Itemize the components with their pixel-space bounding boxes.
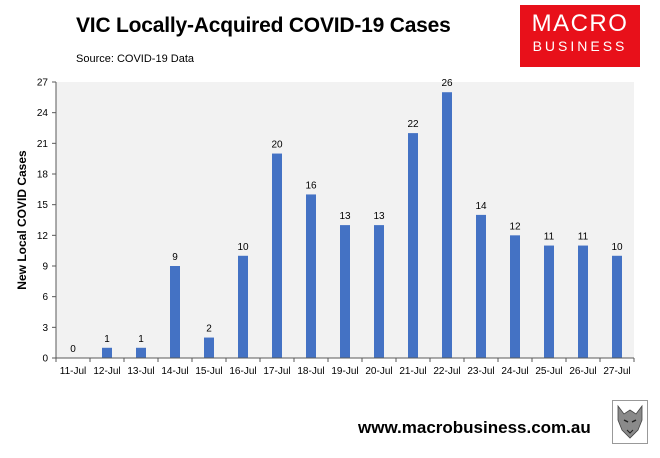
x-tick-label: 25-Jul: [535, 366, 562, 377]
bar: [374, 225, 384, 358]
data-label: 26: [441, 78, 453, 89]
bar: [442, 92, 452, 358]
data-label: 9: [172, 252, 178, 263]
x-tick-label: 20-Jul: [365, 366, 392, 377]
bar: [544, 245, 554, 358]
data-label: 12: [509, 221, 521, 232]
bar: [408, 133, 418, 358]
bar: [510, 235, 520, 358]
y-tick-label: 0: [42, 354, 48, 365]
data-label: 1: [138, 334, 144, 345]
bar: [340, 225, 350, 358]
x-tick-label: 15-Jul: [195, 366, 222, 377]
x-tick-label: 18-Jul: [297, 366, 324, 377]
bar: [136, 347, 146, 358]
data-label: 1: [104, 334, 110, 345]
data-label: 0: [70, 344, 76, 355]
data-label: 13: [373, 211, 385, 222]
data-label: 20: [271, 140, 283, 151]
y-tick-label: 6: [42, 292, 48, 303]
y-tick-label: 24: [37, 108, 49, 119]
x-tick-label: 16-Jul: [229, 366, 256, 377]
bar: [238, 255, 248, 358]
x-tick-label: 19-Jul: [331, 366, 358, 377]
y-tick-label: 21: [37, 139, 49, 150]
data-label: 16: [305, 180, 317, 191]
bar: [612, 255, 622, 358]
bar: [476, 214, 486, 358]
x-tick-label: 12-Jul: [93, 366, 120, 377]
data-label: 14: [475, 201, 487, 212]
source-note: Source: COVID-19 Data: [76, 53, 194, 65]
y-tick-label: 18: [37, 170, 49, 181]
x-tick-label: 24-Jul: [501, 366, 528, 377]
data-label: 10: [237, 242, 249, 253]
bar: [578, 245, 588, 358]
y-tick-label: 9: [42, 262, 48, 273]
data-label: 22: [407, 119, 419, 130]
logo-line-2: BUSINESS: [532, 38, 628, 54]
y-tick-label: 12: [37, 231, 49, 242]
x-tick-label: 27-Jul: [603, 366, 630, 377]
chart-title: VIC Locally-Acquired COVID-19 Cases: [76, 14, 451, 37]
y-tick-label: 27: [37, 78, 49, 89]
x-tick-label: 11-Jul: [60, 366, 87, 377]
x-tick-label: 13-Jul: [127, 366, 154, 377]
bar: [272, 153, 282, 358]
bar: [306, 194, 316, 358]
macro-business-logo: MACRO BUSINESS: [520, 5, 640, 67]
x-tick-label: 23-Jul: [467, 366, 494, 377]
data-label: 2: [206, 324, 212, 335]
website-url[interactable]: www.macrobusiness.com.au: [358, 418, 591, 437]
y-tick-label: 15: [37, 200, 49, 211]
x-tick-label: 26-Jul: [569, 366, 596, 377]
data-label: 11: [578, 232, 589, 243]
bar: [204, 337, 214, 358]
data-label: 13: [339, 211, 351, 222]
x-tick-label: 21-Jul: [399, 366, 426, 377]
logo-line-1: MACRO: [531, 10, 629, 37]
y-tick-label: 3: [42, 323, 48, 334]
y-axis-label: New Local COVID Cases: [15, 150, 29, 290]
x-tick-label: 17-Jul: [263, 366, 290, 377]
bar: [102, 347, 112, 358]
data-label: 10: [611, 242, 623, 253]
bar: [170, 266, 180, 358]
wolf-logo-icon: [612, 400, 648, 444]
chart-area: New Local COVID Cases 0 3 6 9 12 15 18 21 24 27 0…: [15, 78, 635, 377]
x-tick-label: 14-Jul: [161, 366, 188, 377]
x-tick-label: 22-Jul: [433, 366, 460, 377]
data-label: 11: [544, 232, 555, 243]
